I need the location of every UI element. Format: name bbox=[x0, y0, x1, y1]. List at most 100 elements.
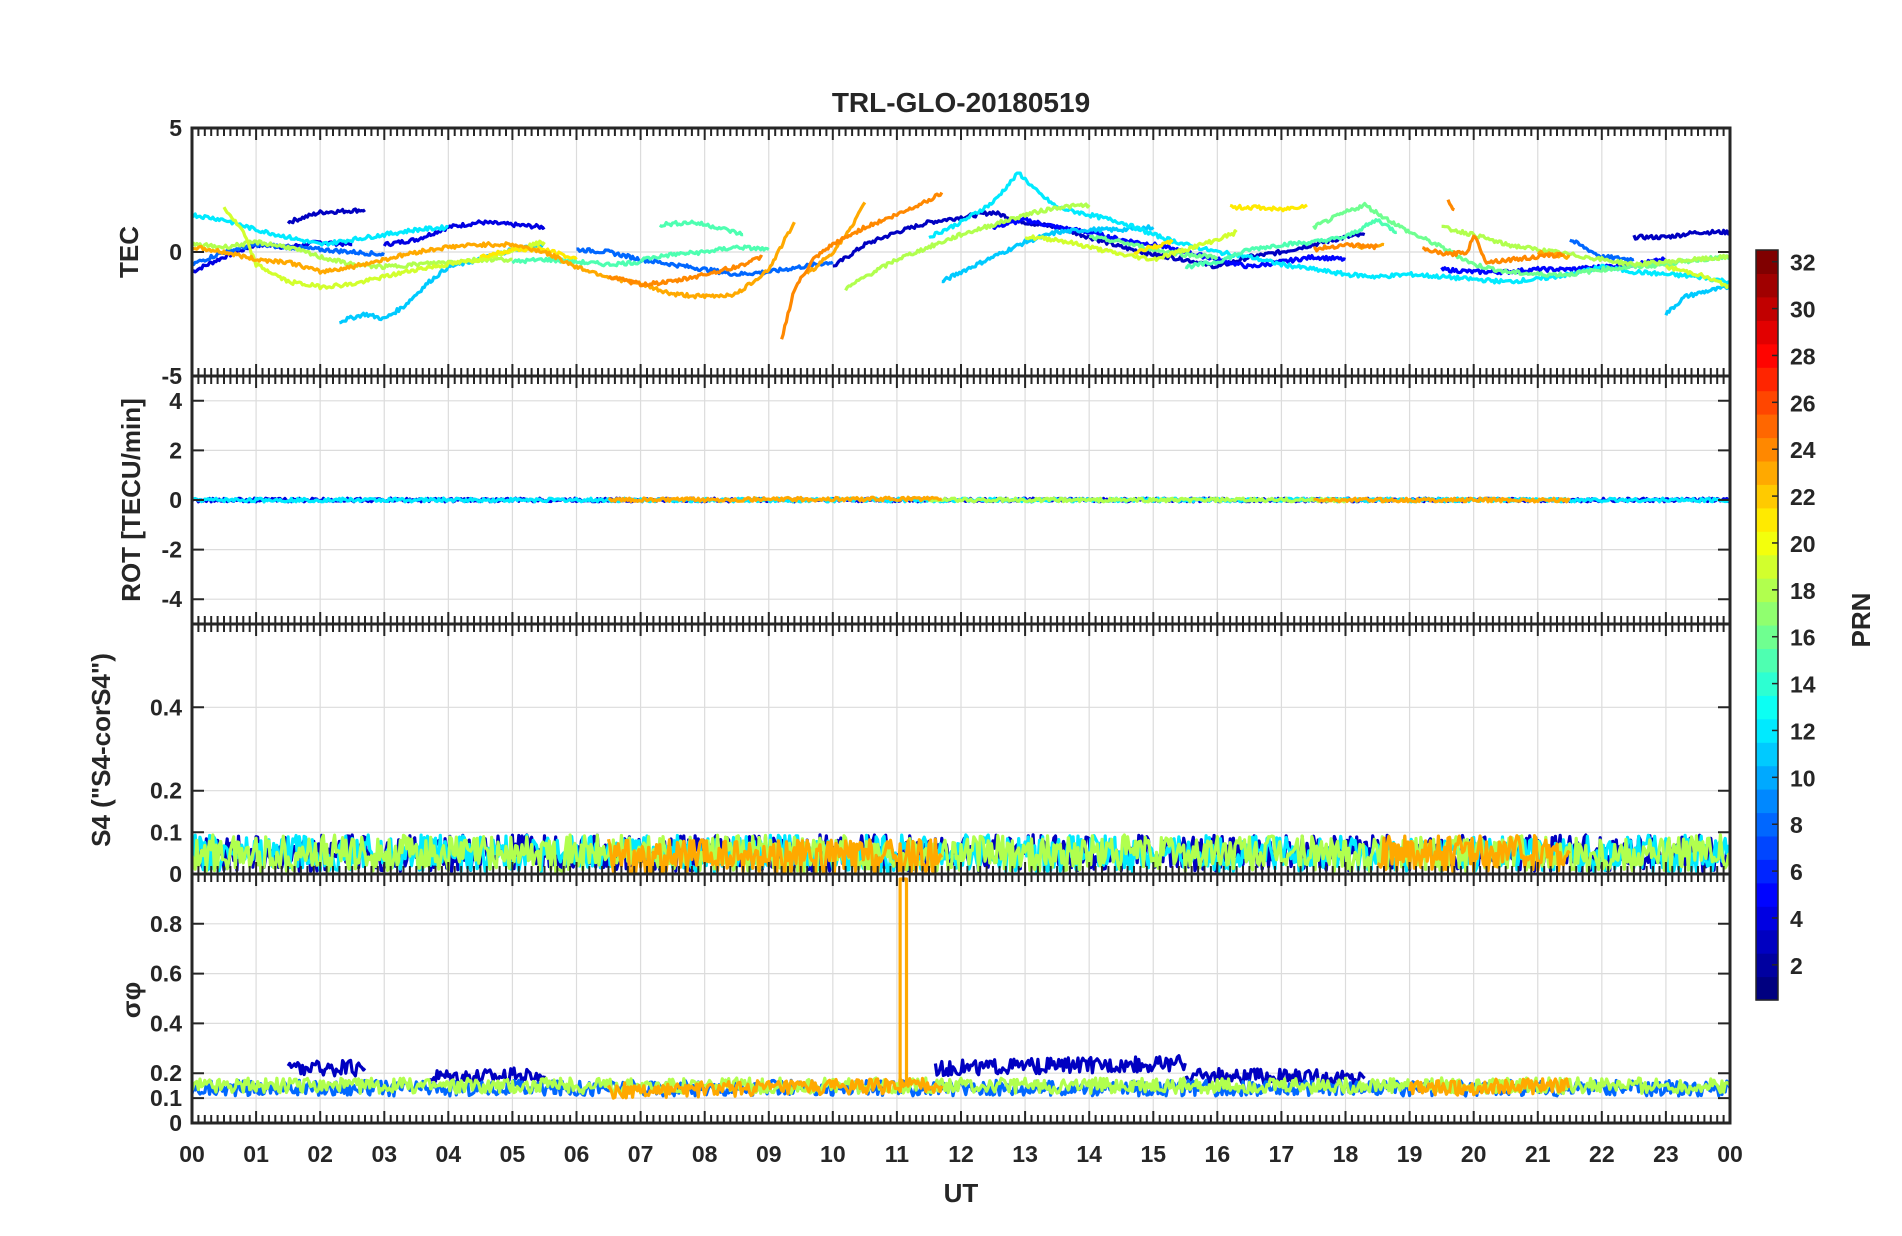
y-axis-label-sigma: σφ bbox=[116, 982, 146, 1018]
colorbar-swatch bbox=[1756, 929, 1778, 954]
y-tick-label: -2 bbox=[162, 537, 182, 563]
x-tick-label: 23 bbox=[1653, 1141, 1679, 1167]
x-axis-ticks: 00 01 02 03 04 05 06 07 08 09 10 11 12 13 14 15 16 17 18 19… bbox=[179, 1141, 1743, 1167]
series-line-prn-15 bbox=[1184, 218, 1398, 270]
x-tick-label: 22 bbox=[1589, 1141, 1615, 1167]
colorbar-swatch bbox=[1756, 507, 1778, 532]
series-line-prn-15 bbox=[511, 256, 642, 268]
x-tick-label: 15 bbox=[1140, 1141, 1166, 1167]
colorbar-swatch bbox=[1756, 578, 1778, 603]
x-minor-ticks bbox=[191, 128, 1731, 376]
y-tick-label: 0.4 bbox=[150, 694, 182, 720]
y-tick-label: 0 bbox=[169, 861, 182, 887]
x-tick-label: 09 bbox=[756, 1141, 782, 1167]
colorbar-tick-label: 2 bbox=[1790, 953, 1803, 979]
x-tick-label: 12 bbox=[948, 1141, 974, 1167]
colorbar-tick-label: 30 bbox=[1790, 297, 1816, 323]
colorbar-swatch bbox=[1756, 718, 1778, 743]
series-group bbox=[192, 495, 1730, 504]
x-tick-label: 07 bbox=[628, 1141, 654, 1167]
colorbar-label: PRN bbox=[1846, 593, 1876, 648]
colorbar-swatch bbox=[1756, 414, 1778, 439]
colorbar-tick-label: 22 bbox=[1790, 484, 1816, 510]
x-minor-ticks bbox=[191, 624, 1731, 874]
colorbar-tick-label: 4 bbox=[1790, 906, 1803, 932]
x-tick-label: 10 bbox=[820, 1141, 846, 1167]
series-line-prn-21 bbox=[1229, 203, 1308, 213]
colorbar-tick-label: 24 bbox=[1790, 437, 1816, 463]
x-tick-label: 05 bbox=[500, 1141, 526, 1167]
x-tick-label: 17 bbox=[1269, 1141, 1295, 1167]
y-tick-label: -5 bbox=[162, 363, 183, 389]
colorbar-swatch bbox=[1756, 625, 1778, 649]
colorbar-swatch bbox=[1756, 789, 1778, 814]
colorbar-tick-label: 26 bbox=[1790, 390, 1816, 416]
x-tick-label: 21 bbox=[1525, 1141, 1551, 1167]
y-tick-label: 5 bbox=[169, 115, 182, 141]
x-axis-label: UT bbox=[944, 1178, 979, 1208]
panels: -505-4-202400.10.20.400.10.20.40.60.8TEC… bbox=[86, 115, 1732, 1136]
y-tick-label: 2 bbox=[169, 437, 182, 463]
series-group bbox=[192, 171, 1730, 340]
colorbar-tick-label: 32 bbox=[1790, 250, 1816, 276]
y-tick-label: 0 bbox=[169, 1110, 182, 1136]
y-ticks bbox=[192, 922, 1730, 1124]
series-line-prn-11 bbox=[1664, 284, 1730, 316]
colorbar-swatch bbox=[1756, 250, 1778, 274]
x-tick-label: 00 bbox=[1717, 1141, 1743, 1167]
panel-tec: -5 0 5 bbox=[162, 115, 1732, 389]
series-line-prn-23 bbox=[192, 221, 796, 300]
colorbar-swatch bbox=[1756, 601, 1778, 626]
colorbar-tick-label: 12 bbox=[1790, 718, 1816, 744]
colorbar-swatch bbox=[1756, 906, 1778, 931]
x-tick-label: 00 bbox=[179, 1141, 205, 1167]
series-line-prn-3 bbox=[286, 207, 366, 225]
x-tick-label: 14 bbox=[1076, 1141, 1102, 1167]
y-tick-label: -4 bbox=[162, 586, 183, 612]
x-tick-label: 16 bbox=[1205, 1141, 1231, 1167]
series-line-prn-18 bbox=[844, 202, 1091, 292]
y-tick-label: 0.1 bbox=[150, 1085, 182, 1111]
series-line-prn-18 bbox=[1441, 224, 1730, 268]
y-ticks bbox=[192, 399, 1730, 601]
colorbar-swatch bbox=[1756, 648, 1778, 673]
series-line-prn-3 bbox=[832, 210, 1366, 270]
colorbar-swatch bbox=[1756, 765, 1778, 790]
x-tick-label: 13 bbox=[1012, 1141, 1038, 1167]
colorbar-swatch bbox=[1756, 296, 1778, 321]
colorbar-swatch bbox=[1756, 343, 1778, 368]
panel-sigma: 00.10.2 0.4 0.6 0.8 bbox=[150, 872, 1732, 1136]
series-line-prn-3 bbox=[428, 1066, 547, 1085]
series-line-prn-8 bbox=[576, 247, 834, 277]
y-tick-label: 0.4 bbox=[150, 1010, 182, 1036]
y-tick-label: 0.2 bbox=[150, 1060, 182, 1086]
colorbar-tick-label: 28 bbox=[1790, 343, 1816, 369]
series-line-prn-19 bbox=[1664, 264, 1730, 289]
colorbar-swatch bbox=[1756, 531, 1778, 556]
y-axis-label-tec: TEC bbox=[114, 226, 144, 278]
colorbar-swatch bbox=[1756, 367, 1778, 392]
y-tick-label: 0.8 bbox=[150, 911, 182, 937]
y-axis-label-s4: S4 ("S4-corS4") bbox=[86, 653, 116, 847]
series-line-prn-16 bbox=[1312, 201, 1730, 278]
series-line-prn-24 bbox=[780, 191, 944, 340]
y-tick-label: 0 bbox=[169, 487, 182, 513]
x-tick-label: 06 bbox=[564, 1141, 590, 1167]
colorbar-tick-label: 6 bbox=[1790, 859, 1803, 885]
y-axis-label-rot: ROT [TECU/min] bbox=[116, 398, 146, 602]
series-line-prn-4 bbox=[382, 219, 546, 248]
colorbar-swatch bbox=[1756, 320, 1778, 345]
series-line-prn-3 bbox=[286, 1058, 367, 1078]
series-line-prn-19 bbox=[1025, 229, 1238, 262]
x-minor-ticks bbox=[191, 874, 1731, 1123]
colorbar-swatch bbox=[1756, 437, 1778, 462]
x-tick-label: 03 bbox=[371, 1141, 397, 1167]
series-line-prn-3 bbox=[933, 1054, 1187, 1077]
x-tick-label: 02 bbox=[307, 1141, 333, 1167]
x-minor-ticks bbox=[191, 376, 1731, 624]
colorbar-swatch bbox=[1756, 859, 1778, 884]
series-line-prn-23 bbox=[805, 201, 867, 275]
series-line-prn-21 bbox=[1133, 239, 1174, 255]
